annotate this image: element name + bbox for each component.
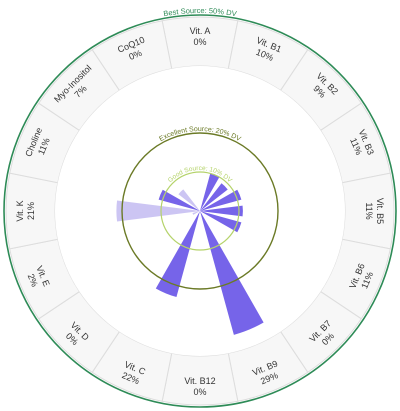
- nutrient-label-vit-k: Vit. K21%: [15, 200, 36, 221]
- nutrient-percent: 0%: [127, 48, 143, 62]
- inner-plot-area: [55, 66, 345, 356]
- nutrient-name: Vit. K: [15, 200, 25, 221]
- nutrient-bars: [116, 173, 264, 335]
- best-ring-path-label: Best Source: 50% DV: [163, 6, 238, 18]
- nutrient-name: Vit. B12: [184, 376, 215, 386]
- nutrient-percent: 0%: [193, 387, 206, 397]
- good-source-ring: [160, 171, 240, 251]
- nutrient-percent: 2%: [26, 272, 40, 288]
- nutrient-name: Vit. A: [190, 26, 211, 36]
- bar-vit-k: [116, 200, 200, 222]
- best-source-ring: [3, 14, 397, 408]
- bar-vit-c: [155, 211, 200, 298]
- bar-vit-b2: [200, 183, 228, 211]
- bar-vit-b9: [200, 211, 264, 335]
- nutrient-percent: 21%: [26, 202, 36, 220]
- nutrient-name: Vit. B5: [375, 198, 385, 224]
- nutrient-percent: 0%: [193, 37, 206, 47]
- nutrient-label-text: Vit. A 0%: [190, 26, 211, 47]
- bar-vit-e: [192, 211, 200, 215]
- nutrient-label-vit-a: Vit. A 0%: [190, 26, 211, 47]
- nutrient-label-text: Vit. K21%: [15, 200, 36, 221]
- bar-choline: [158, 189, 200, 211]
- bar-myo-inositol: [178, 189, 200, 211]
- nutrient-label-vit-b12: Vit. B12 0%: [184, 376, 215, 397]
- nutrient-label-vit-b5: Vit. B511%: [364, 198, 385, 224]
- bar-vit-b6: [200, 211, 242, 233]
- nutrient-label-text: Vit. B12 0%: [184, 376, 215, 397]
- nutrient-percent: 11%: [364, 202, 374, 219]
- bar-vit-b5: [200, 205, 243, 217]
- nutrient-label-ring: Vit. A 0% Vit. B110%Vit. B29%Vit. B311%Vit…: [5, 16, 395, 406]
- bar-vit-b1: [200, 173, 220, 211]
- excellent-source-ring: [121, 132, 279, 290]
- bar-vit-b3: [200, 189, 242, 211]
- nutrient-label-text: Vit. B511%: [364, 198, 385, 224]
